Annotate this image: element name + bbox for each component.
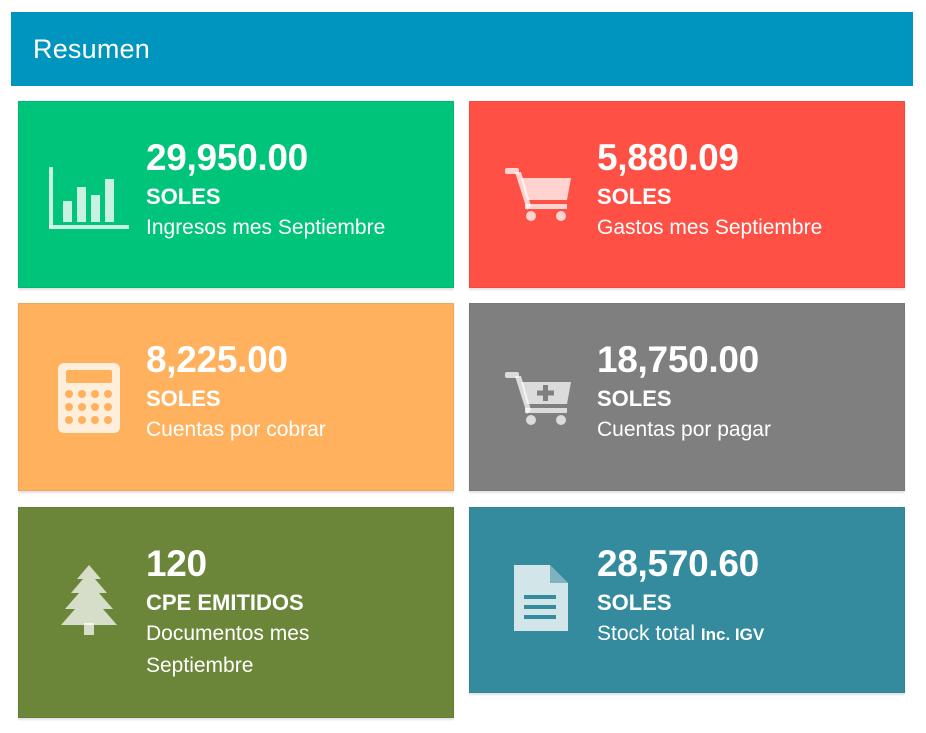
card-unit: SOLES	[597, 386, 672, 411]
document-icon	[498, 556, 582, 640]
card-unit: SOLES	[597, 184, 672, 209]
header-title: Resumen	[33, 34, 150, 64]
card-gastos[interactable]: 5,880.09 SOLES Gastos mes Septiembre	[469, 101, 905, 288]
card-description: Stock total Inc. IGV	[597, 618, 894, 651]
card-value: 5,880.09	[597, 137, 739, 178]
card-ingresos[interactable]: 29,950.00 SOLES Ingresos mes Septiembre	[18, 101, 454, 288]
card-description-main: Stock total	[597, 622, 696, 645]
calculator-icon	[47, 356, 131, 440]
card-description: Cuentas por cobrar	[146, 418, 326, 441]
card-unit: SOLES	[146, 386, 221, 411]
card-description-suffix: Inc. IGV	[700, 625, 765, 644]
card-value: 8,225.00	[146, 339, 288, 380]
card-unit: CPE EMITIDOS	[146, 590, 304, 615]
card-cuentas-por-cobrar[interactable]: 8,225.00 SOLES Cuentas por cobrar	[18, 303, 454, 491]
card-value: 29,950.00	[146, 137, 308, 178]
card-description: Documentos mes Septiembre	[146, 622, 310, 677]
card-value: 28,570.60	[597, 543, 759, 584]
shopping-cart-icon	[498, 152, 582, 236]
summary-header: Resumen	[11, 12, 913, 86]
bar-chart-icon	[47, 157, 131, 241]
card-stock-total[interactable]: 28,570.60 SOLES Stock total Inc. IGV	[469, 507, 905, 693]
card-cuentas-por-pagar[interactable]: 18,750.00 SOLES Cuentas por pagar	[469, 303, 905, 491]
cart-plus-icon	[498, 356, 582, 440]
card-description: Gastos mes Septiembre	[597, 216, 823, 239]
card-description: Ingresos mes Septiembre	[146, 216, 386, 239]
card-value: 18,750.00	[597, 339, 759, 380]
card-cpe-emitidos[interactable]: 120 CPE EMITIDOS Documentos mes Septiemb…	[18, 507, 454, 718]
tree-icon	[47, 558, 131, 642]
card-description: Cuentas por pagar	[597, 418, 771, 441]
card-value: 120	[146, 543, 207, 584]
card-unit: SOLES	[597, 590, 672, 615]
card-unit: SOLES	[146, 184, 221, 209]
